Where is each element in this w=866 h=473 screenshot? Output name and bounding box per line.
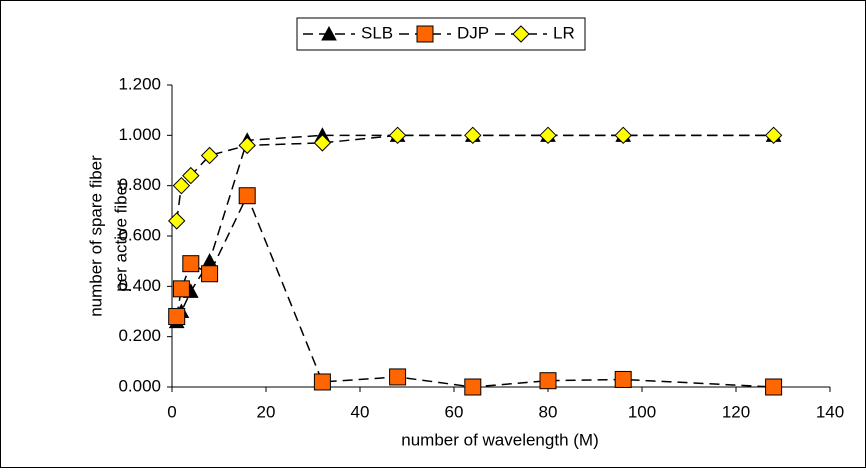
y-axis-label: number of spare fiber [86,155,105,317]
y-axis-label: per active fiber [111,180,130,292]
legend-marker [321,25,337,41]
marker [313,134,332,152]
x-tick-label: 60 [445,402,464,421]
legend-label: LR [553,23,575,42]
marker [464,126,482,145]
marker [389,368,407,386]
marker [238,136,256,155]
x-tick-label: 40 [351,402,370,421]
marker [614,126,632,145]
x-tick-label: 20 [257,402,276,421]
y-tick-label: 0.800 [118,175,161,194]
series-line [175,193,774,388]
y-tick-label: 0.600 [118,225,161,244]
x-tick-label: 100 [628,402,656,421]
marker [167,212,186,230]
y-tick-label: 1.200 [118,74,161,93]
x-tick-label: 140 [816,402,844,421]
marker [539,372,557,390]
y-tick-label: 0.200 [118,326,161,345]
marker [182,255,200,273]
legend-marker [416,25,434,43]
y-tick-label: 0.400 [118,276,161,295]
marker [614,370,632,388]
legend-label: SLB [361,23,393,42]
y-tick-label: 1.000 [118,125,161,144]
marker [388,126,407,145]
series-line [176,134,774,322]
marker [172,176,191,195]
marker [539,126,557,145]
legend-marker [512,25,530,43]
marker [200,146,219,165]
x-tick-label: 0 [167,402,176,421]
x-tick-label: 80 [539,402,558,421]
marker [764,126,783,145]
marker [172,280,190,298]
marker [238,187,256,205]
marker [464,378,482,396]
marker [201,265,219,283]
marker [765,378,783,396]
x-axis-label: number of wavelength (M) [401,430,598,449]
x-tick-label: 120 [722,402,750,421]
marker [313,373,331,391]
marker [182,166,200,185]
marker [168,308,186,326]
y-tick-label: 0.000 [118,376,161,395]
legend-label: DJP [457,23,489,42]
